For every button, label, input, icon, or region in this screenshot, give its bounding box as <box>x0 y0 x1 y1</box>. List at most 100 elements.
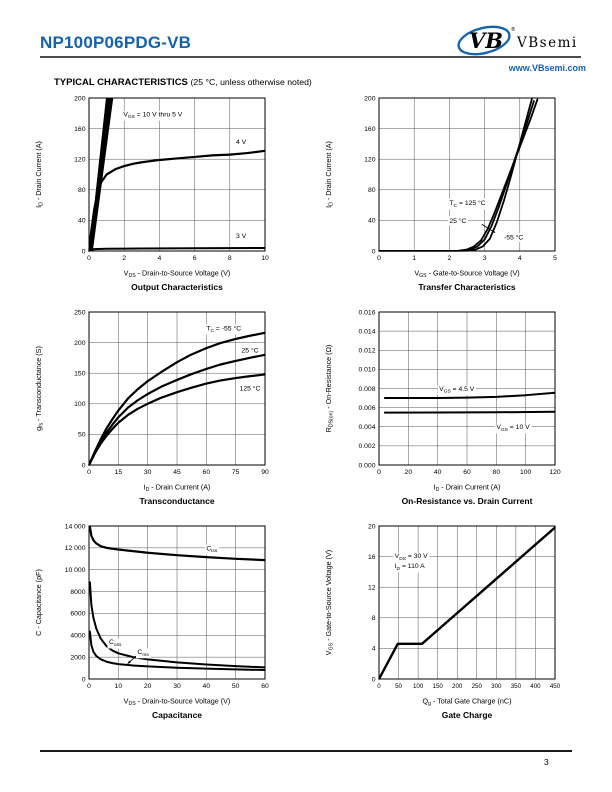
svg-text:250: 250 <box>472 683 483 690</box>
svg-text:TC = -55 °C: TC = -55 °C <box>206 324 241 334</box>
svg-text:200: 200 <box>74 340 86 347</box>
svg-text:12 000: 12 000 <box>65 545 86 552</box>
svg-text:0.016: 0.016 <box>358 309 375 316</box>
svg-text:3: 3 <box>483 255 487 262</box>
svg-text:75: 75 <box>232 469 240 476</box>
registered-mark-icon: ® <box>511 26 515 33</box>
svg-text:50: 50 <box>395 683 402 690</box>
brand-url: www.VBsemi.com <box>508 63 586 73</box>
svg-text:60: 60 <box>261 683 269 690</box>
svg-text:0: 0 <box>372 248 376 255</box>
svg-text:-55 °C: -55 °C <box>504 234 523 242</box>
chart-gate-charge: 0 50 100 150 200 250 300 350 400 450 0 4 8 12 16 20 Qg -… <box>321 520 581 734</box>
svg-text:10: 10 <box>261 255 269 262</box>
svg-text:1: 1 <box>412 255 416 262</box>
svg-text:200: 200 <box>364 95 376 102</box>
logo-ellipse-icon <box>457 25 511 56</box>
svg-text:0: 0 <box>87 683 91 690</box>
svg-text:120: 120 <box>364 157 376 164</box>
svg-text:10 000: 10 000 <box>65 567 86 574</box>
chart-transconductance: 0 15 30 45 60 75 90 0 50 100 150 200 250 ID - Drain C… <box>31 306 291 520</box>
capacitance-plot: 0 10 20 30 40 50 60 0 2000 4000 6000 8000 10 000 12 0… <box>34 523 269 707</box>
svg-text:120: 120 <box>74 157 86 164</box>
svg-text:20: 20 <box>368 523 376 530</box>
svg-text:C - Capacitance (pF): C - Capacitance (pF) <box>34 569 43 636</box>
chart-caption: Transconductance <box>139 496 215 506</box>
svg-text:30: 30 <box>144 469 152 476</box>
svg-text:4 V: 4 V <box>236 139 247 146</box>
svg-text:ID - Drain Current (A): ID - Drain Current (A) <box>144 483 211 493</box>
svg-text:0: 0 <box>82 676 86 683</box>
chart-output-characteristics: 0 2 4 6 8 10 0 40 80 120 160 200 VDS - Drain-to-Sour… <box>31 92 291 306</box>
svg-text:40: 40 <box>203 683 211 690</box>
svg-text:0.014: 0.014 <box>358 328 375 335</box>
svg-text:15: 15 <box>115 469 123 476</box>
svg-text:ID - Drain Current (A): ID - Drain Current (A) <box>324 141 335 208</box>
svg-text:VGS = 10 V thru 5 V: VGS = 10 V thru 5 V <box>123 111 182 120</box>
svg-text:VGS - Gate-to-Source Voltage (: VGS - Gate-to-Source Voltage (V) <box>414 269 519 279</box>
svg-text:0.004: 0.004 <box>358 424 375 431</box>
svg-text:125 °C: 125 °C <box>240 384 261 392</box>
svg-text:100: 100 <box>74 401 86 408</box>
svg-text:VDS - Drain-to-Source Voltage: VDS - Drain-to-Source Voltage (V) <box>124 697 231 707</box>
chart-caption: Output Characteristics <box>131 282 223 292</box>
section-heading: TYPICAL CHARACTERISTICS (25 °C, unless o… <box>54 77 312 88</box>
svg-text:2: 2 <box>122 255 126 262</box>
svg-text:0: 0 <box>82 462 86 469</box>
svg-text:8000: 8000 <box>70 589 85 596</box>
svg-text:200: 200 <box>74 95 86 102</box>
svg-text:8: 8 <box>372 615 376 622</box>
chart-caption: Gate Charge <box>441 710 493 720</box>
svg-text:RDS(on) - On-Resistance (Ω): RDS(on) - On-Resistance (Ω) <box>324 345 335 433</box>
svg-text:4000: 4000 <box>70 633 85 640</box>
on-resistance-plot: 0 20 40 60 80 100 120 0.000 0.002 0.004 0.006 0.008… <box>324 309 561 492</box>
svg-text:14 000: 14 000 <box>65 523 86 530</box>
svg-text:20: 20 <box>144 683 152 690</box>
svg-text:VDS = 30 V: VDS = 30 V <box>395 553 429 562</box>
svg-text:0.012: 0.012 <box>358 348 375 355</box>
header-rule <box>40 56 581 58</box>
svg-text:80: 80 <box>493 469 501 476</box>
svg-text:Coss: Coss <box>109 639 122 648</box>
footer-rule <box>40 750 572 752</box>
transfer-characteristics-plot: 0 1 2 3 4 5 0 40 80 120 160 200 VGS - Gate-to-Source… <box>324 95 557 279</box>
svg-text:450: 450 <box>550 683 561 690</box>
transconductance-plot: 0 15 30 45 60 75 90 0 50 100 150 200 250 ID - Drain C… <box>34 309 269 493</box>
svg-text:0.008: 0.008 <box>358 386 375 393</box>
svg-text:25 °C: 25 °C <box>242 346 259 354</box>
svg-text:0: 0 <box>87 469 91 476</box>
svg-text:50: 50 <box>232 683 240 690</box>
chart-caption: Transfer Characteristics <box>418 282 516 292</box>
svg-text:30: 30 <box>173 683 181 690</box>
svg-text:120: 120 <box>549 469 561 476</box>
svg-text:0.000: 0.000 <box>358 462 375 469</box>
svg-text:80: 80 <box>368 187 376 194</box>
svg-text:100: 100 <box>520 469 532 476</box>
svg-text:4: 4 <box>158 255 162 262</box>
svg-text:350: 350 <box>511 683 522 690</box>
svg-text:12: 12 <box>368 585 376 592</box>
svg-text:0.010: 0.010 <box>358 367 375 374</box>
svg-text:150: 150 <box>74 371 86 378</box>
svg-text:VDS - Drain-to-Source Voltage: VDS - Drain-to-Source Voltage (V) <box>124 269 231 279</box>
gate-charge-plot: 0 50 100 150 200 250 300 350 400 450 0 4 8 12 16 20 Qg -… <box>324 523 561 706</box>
svg-text:0: 0 <box>377 255 381 262</box>
svg-text:5: 5 <box>553 255 557 262</box>
svg-text:200: 200 <box>452 683 463 690</box>
svg-text:Ciss: Ciss <box>206 545 217 554</box>
svg-text:gfs - Transconductance (S): gfs - Transconductance (S) <box>34 346 45 431</box>
svg-text:VGS = 10 V: VGS = 10 V <box>496 424 530 433</box>
svg-text:40: 40 <box>368 218 376 225</box>
svg-text:10: 10 <box>115 683 123 690</box>
svg-text:160: 160 <box>74 126 86 133</box>
svg-text:60: 60 <box>203 469 211 476</box>
charts-grid: 0 2 4 6 8 10 0 40 80 120 160 200 VDS - Drain-to-Sour… <box>16 92 596 734</box>
svg-text:4: 4 <box>518 255 522 262</box>
svg-text:100: 100 <box>413 683 424 690</box>
chart-caption: Capacitance <box>151 710 203 720</box>
svg-text:6: 6 <box>193 255 197 262</box>
svg-text:ID - Drain Current (A): ID - Drain Current (A) <box>34 141 45 208</box>
svg-text:0: 0 <box>372 676 376 683</box>
svg-text:8: 8 <box>228 255 232 262</box>
svg-text:45: 45 <box>173 469 181 476</box>
